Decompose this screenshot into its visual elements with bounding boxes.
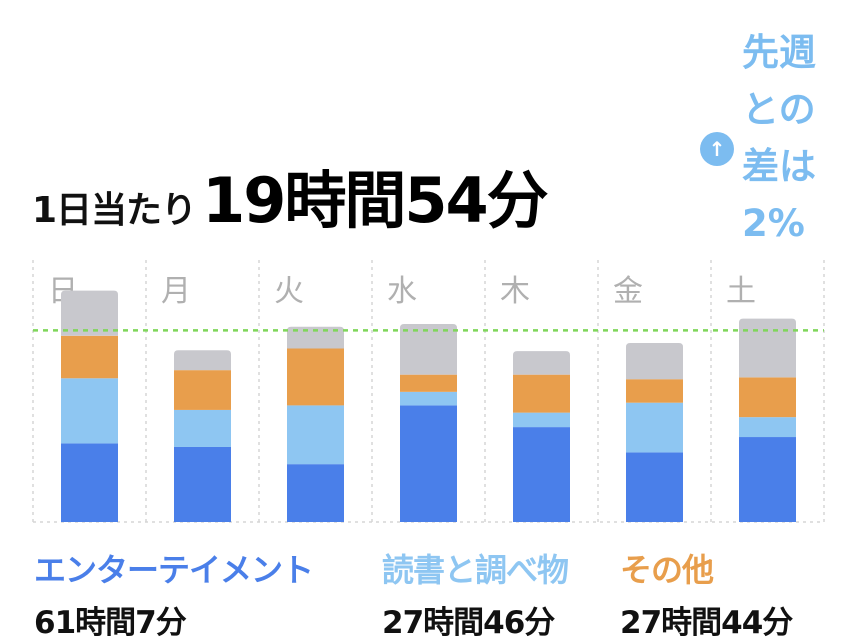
- bar-other: [400, 374, 457, 392]
- day-label: 土: [726, 274, 756, 309]
- legend-entertainment-time: 61時間7分: [34, 605, 187, 641]
- bar-other: [626, 379, 683, 403]
- bar-other: [174, 370, 231, 410]
- bar-reading: [513, 412, 570, 428]
- bar-reading: [61, 378, 118, 444]
- legend-reading-time: 27時間46分: [382, 605, 555, 641]
- arrow-up-icon: ↑: [700, 132, 734, 166]
- bar-remaining: [61, 290, 118, 336]
- bar-other: [287, 348, 344, 406]
- bar-remaining: [287, 326, 344, 349]
- legend-reading-name: 読書と調べ物: [382, 551, 569, 589]
- bar-reading: [174, 409, 231, 447]
- day-label: 金: [613, 274, 643, 309]
- bar-reading: [626, 402, 683, 453]
- bar-remaining: [513, 351, 570, 375]
- daily-average-label: 1日当たり: [32, 190, 197, 231]
- bar-reading: [287, 405, 344, 465]
- bar-reading: [400, 391, 457, 406]
- bar-entertainment: [287, 464, 344, 522]
- daily-average: 1日当たり 19時間54分: [32, 150, 549, 250]
- legend-other-name: その他: [620, 551, 714, 589]
- bar-remaining: [174, 350, 231, 371]
- legend-other: その他 27時間44分: [620, 545, 793, 642]
- bar-remaining: [626, 343, 683, 380]
- bar-remaining: [739, 318, 796, 378]
- bar-entertainment: [513, 427, 570, 522]
- bar-entertainment: [61, 443, 118, 522]
- day-label: 水: [387, 274, 417, 309]
- legend-entertainment: エンターテイメント 61時間7分: [34, 545, 314, 642]
- day-label: 月: [161, 274, 191, 309]
- weekly-change-text: 先週との差は2%: [742, 31, 816, 245]
- legend-reading: 読書と調べ物 27時間46分: [382, 545, 569, 642]
- bar-entertainment: [400, 405, 457, 522]
- bar-entertainment: [626, 452, 683, 522]
- bar-other: [513, 374, 570, 413]
- day-label: 火: [274, 274, 304, 309]
- daily-average-value: 19時間54分: [202, 164, 549, 237]
- bar-reading: [739, 417, 796, 438]
- weekly-change: ↑ 先週との差は2%: [700, 20, 840, 245]
- bar-other: [739, 377, 796, 418]
- day-label: 木: [500, 274, 530, 309]
- legend-other-time: 27時間44分: [620, 605, 793, 641]
- bar-entertainment: [174, 446, 231, 522]
- legend-entertainment-name: エンターテイメント: [34, 551, 314, 589]
- usage-chart: 日月火水木金土: [32, 260, 825, 523]
- bar-remaining: [400, 324, 457, 375]
- bar-other: [61, 335, 118, 379]
- bar-entertainment: [739, 437, 796, 522]
